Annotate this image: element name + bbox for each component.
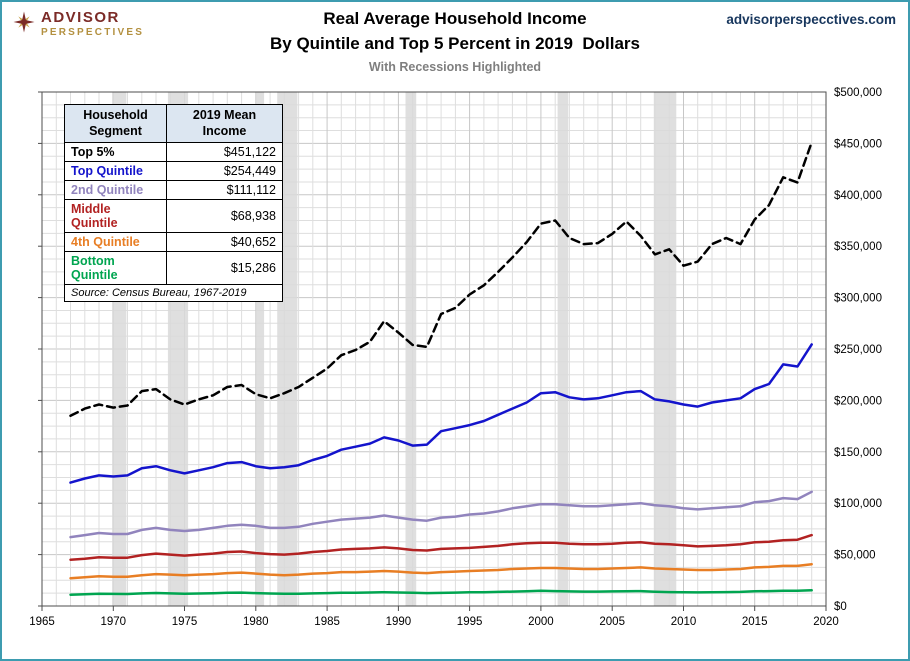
legend-segment-value: $15,286 (166, 250, 283, 285)
chart-title-line2: By Quintile and Top 5 Percent in 2019 Do… (269, 34, 640, 53)
legend-segment-name: 4th Quintile (64, 231, 167, 252)
y-tick-label: $500,000 (834, 87, 882, 99)
chart-title-line1: Real Average Household Income (323, 9, 587, 28)
legend-segment-value: $111,112 (166, 179, 283, 200)
legend-header-row: Household Segment 2019 Mean Income (64, 104, 283, 143)
legend-segment-value: $254,449 (166, 160, 283, 181)
x-tick-label: 1980 (243, 616, 269, 628)
x-tick-label: 2020 (813, 616, 839, 628)
x-tick-label: 1995 (457, 616, 483, 628)
legend-col-2019-mean-income: 2019 Mean Income (166, 104, 283, 143)
legend-segment-value: $40,652 (166, 231, 283, 252)
y-tick-label: $350,000 (834, 241, 882, 253)
logo-advisor-text: ADVISOR (41, 9, 120, 26)
recession-band (557, 92, 569, 606)
series-second-quintile (69, 490, 813, 539)
series-top-5-percent (69, 140, 813, 418)
titles-block: Real Average Household Income By Quintil… (2, 2, 908, 74)
series-bottom-quintile (69, 589, 813, 596)
advisor-perspectives-logo[interactable]: ADVISOR PERSPECTIVES (12, 10, 144, 38)
series-top-quintile (69, 343, 813, 484)
legend-segment-name: Middle Quintile (64, 198, 167, 233)
x-tick-label: 2015 (742, 616, 768, 628)
x-tick-label: 2010 (671, 616, 697, 628)
recession-band (653, 92, 677, 606)
legend-source-row: Source: Census Bureau, 1967-2019 (64, 283, 283, 302)
y-tick-label: $300,000 (834, 293, 882, 305)
y-tick-label: $450,000 (834, 138, 882, 150)
y-tick-label: $250,000 (834, 344, 882, 356)
legend-col-household-segment: Household Segment (64, 104, 167, 143)
legend-segment-value: $451,122 (166, 141, 283, 162)
legend-row: 4th Quintile $40,652 (64, 231, 283, 252)
legend-table: Household Segment 2019 Mean Income Top 5… (64, 104, 283, 302)
x-tick-label: 2000 (528, 616, 554, 628)
y-tick-label: $0 (834, 601, 847, 613)
series-middle-quintile (69, 533, 813, 561)
x-tick-label: 1985 (314, 616, 340, 628)
legend-segment-name: Bottom Quintile (64, 250, 167, 285)
recession-band (405, 92, 417, 606)
x-tick-label: 1975 (172, 616, 198, 628)
legend-row: Middle Quintile $68,938 (64, 198, 283, 233)
legend-source-note: Source: Census Bureau, 1967-2019 (64, 283, 283, 302)
legend-segment-name: Top Quintile (64, 160, 167, 181)
legend-row: 2nd Quintile $111,112 (64, 179, 283, 200)
recession-band (255, 92, 265, 606)
series-fourth-quintile (69, 562, 813, 580)
x-tick-label: 1970 (101, 616, 127, 628)
legend-row: Top Quintile $254,449 (64, 160, 283, 181)
x-tick-label: 1965 (29, 616, 55, 628)
compass-rose-icon (13, 11, 35, 33)
legend-row: Bottom Quintile $15,286 (64, 250, 283, 285)
x-tick-label: 2005 (599, 616, 625, 628)
legend-segment-name: Top 5% (64, 141, 167, 162)
legend-row: Top 5% $451,122 (64, 141, 283, 162)
chart-subtitle: With Recessions Highlighted (368, 60, 542, 74)
legend-segment-value: $68,938 (166, 198, 283, 233)
y-tick-label: $150,000 (834, 447, 882, 459)
y-tick-label: $200,000 (834, 395, 882, 407)
y-tick-label: $50,000 (834, 550, 876, 562)
y-tick-label: $100,000 (834, 498, 882, 510)
y-tick-label: $400,000 (834, 190, 882, 202)
logo-perspectives-text: PERSPECTIVES (41, 27, 145, 38)
site-url-link[interactable]: advisorperspecctives.com (726, 12, 896, 27)
chart-area: 1965 1970 1975 1980 1985 1990 1995 2000 2005 2010… (4, 86, 906, 658)
logo-text: ADVISOR PERSPECTIVES (41, 10, 144, 38)
x-tick-label: 1990 (386, 616, 412, 628)
legend-segment-name: 2nd Quintile (64, 179, 167, 200)
